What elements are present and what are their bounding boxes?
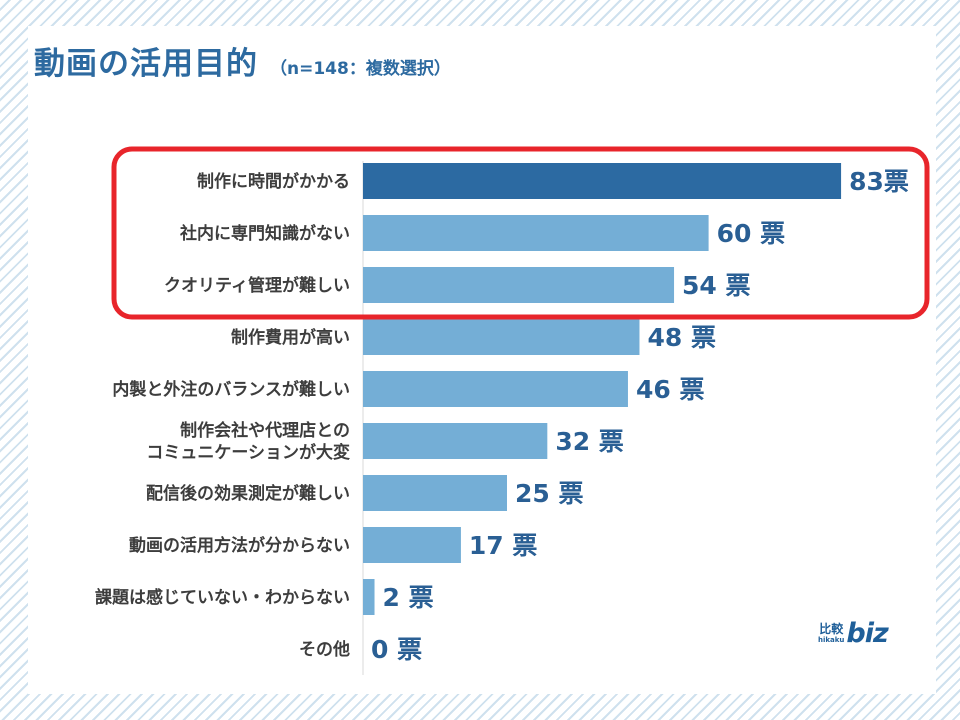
bar-6 [363,475,507,511]
bar-1 [363,215,709,251]
category-label-1: 社内に専門知識がない [179,223,350,244]
category-label-4: 内製と外注のバランスが難しい [112,379,350,400]
value-label-4: 46 票 [636,375,705,404]
value-label-2: 54 票 [682,271,751,300]
value-label-9: 0 票 [371,635,422,664]
value-label-1: 60 票 [717,219,786,248]
category-label-0: 制作に時間がかかる [197,171,350,192]
category-label-7: 動画の活用方法が分からない [129,535,350,556]
category-label-3: 制作費用が高い [231,327,350,348]
logo-biz: biz [846,618,888,649]
bar-0 [363,163,842,199]
chart-title: 動画の活用目的 [34,46,258,82]
value-label-8: 2 票 [383,583,434,612]
title-block: 動画の活用目的 （n=148：複数選択） [34,38,451,83]
category-label-8: 課題は感じていない・わからない [95,587,350,608]
hikaku-biz-logo: 比較 hikaku biz [818,618,889,649]
value-label-7: 17 票 [469,531,538,560]
value-label-6: 25 票 [515,479,584,508]
value-label-3: 48 票 [647,323,716,352]
bar-2 [363,267,675,303]
value-label-5: 32 票 [555,427,624,456]
category-label-6: 配信後の効果測定が難しい [146,483,350,504]
logo-roma: hikaku [818,636,845,644]
logo-small-text: 比較 hikaku [818,622,845,645]
bar-5 [363,423,548,459]
chart-subtitle: （n=148：複数選択） [270,59,451,79]
category-label-9: その他 [299,639,350,660]
bar-7 [363,527,461,563]
highlight-frame [111,146,930,320]
category-label-2: クオリティ管理が難しい [164,275,350,296]
bar-4 [363,371,628,407]
chart-panel [28,26,936,694]
bar-3 [363,319,640,355]
bar-8 [363,579,375,615]
category-label-5: 制作会社や代理店とのコミュニケーションが大変 [146,420,350,463]
value-label-0: 83票 [849,167,909,196]
logo-kanji: 比較 [819,622,844,636]
